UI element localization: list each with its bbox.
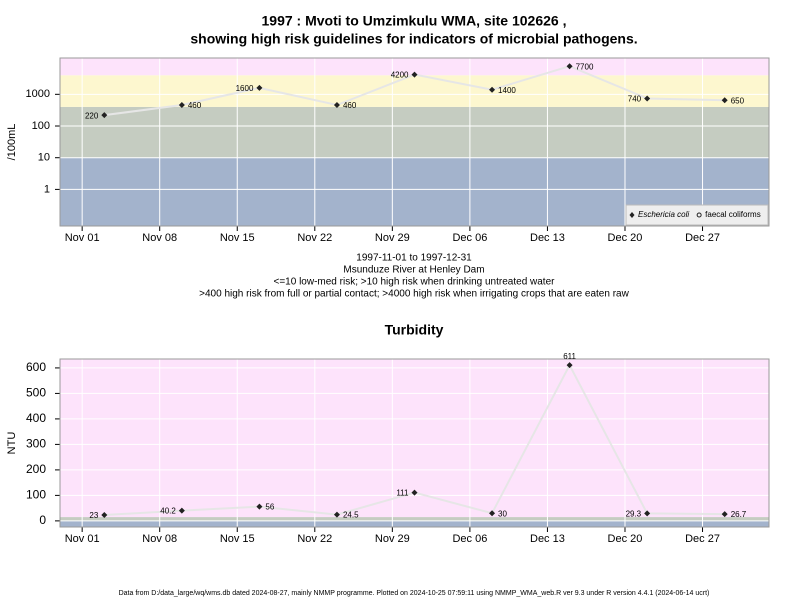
data-label: 1600	[236, 84, 254, 93]
y-tick-label: 100	[26, 488, 46, 502]
x-tick-label: Dec 06	[452, 533, 487, 545]
x-tick-label: Nov 08	[142, 533, 177, 545]
point	[489, 86, 496, 93]
point	[256, 84, 263, 91]
x-tick-label: Nov 22	[297, 232, 332, 244]
point	[101, 112, 108, 119]
x-tick-label: Dec 20	[608, 533, 643, 545]
data-label: 111	[396, 489, 409, 498]
data-label: 650	[731, 96, 745, 105]
data-label: 29.3	[626, 510, 642, 519]
legend-label: Eschericia coli	[638, 210, 689, 219]
x-tick-label: Nov 01	[65, 533, 100, 545]
risk-band	[60, 75, 769, 107]
plot-frame	[59, 358, 770, 528]
data-label: 23	[89, 511, 98, 520]
point	[644, 95, 651, 102]
data-label: 26.7	[731, 510, 747, 519]
y-axis-label: NTU	[6, 432, 18, 455]
point	[178, 102, 185, 109]
legend-marker	[696, 212, 702, 218]
x-tick-label: Dec 27	[685, 533, 720, 545]
data-label: 7700	[576, 62, 594, 71]
caption: Msunduze River at Henley Dam	[343, 265, 484, 276]
y-tick-label: 10	[38, 152, 50, 164]
x-tick-label: Dec 06	[452, 232, 487, 244]
y-tick-label: 1000	[26, 88, 50, 100]
chart-title: 1997 : Mvoti to Umzimkulu WMA, site 1026…	[262, 13, 567, 29]
data-label: 1400	[498, 86, 516, 95]
point	[333, 511, 340, 518]
data-label: 220	[85, 111, 99, 120]
data-label: 24.5	[343, 511, 359, 520]
y-axis-label: /100mL	[6, 124, 18, 161]
legend-label: faecal coliforms	[705, 210, 761, 219]
chart-title: Turbidity	[385, 322, 444, 338]
data-label: 460	[188, 101, 202, 110]
point	[333, 102, 340, 109]
point	[101, 512, 108, 519]
point	[644, 510, 651, 517]
data-label: 4200	[391, 71, 409, 80]
point	[566, 362, 573, 369]
x-tick-label: Nov 22	[297, 533, 332, 545]
data-label: 30	[498, 509, 507, 518]
point	[566, 63, 573, 70]
y-tick-label: 500	[26, 386, 46, 400]
x-tick-label: Nov 29	[375, 533, 410, 545]
risk-band	[60, 520, 769, 527]
caption: 1997-11-01 to 1997-12-31	[356, 253, 472, 264]
point	[489, 510, 496, 517]
x-tick-label: Nov 01	[65, 232, 100, 244]
chart-title: showing high risk guidelines for indicat…	[190, 31, 637, 47]
y-tick-label: 200	[26, 462, 46, 476]
y-tick-label: 300	[26, 437, 46, 451]
point	[411, 489, 418, 496]
point	[411, 71, 418, 78]
caption: <=10 low-med risk; >10 high risk when dr…	[274, 277, 556, 288]
y-tick-label: 600	[26, 360, 46, 374]
point	[178, 507, 185, 514]
x-tick-label: Nov 15	[220, 232, 255, 244]
x-tick-label: Nov 15	[220, 533, 255, 545]
data-label: 40.2	[160, 507, 176, 516]
x-tick-label: Dec 20	[608, 232, 643, 244]
data-label: 611	[563, 352, 576, 361]
x-tick-label: Nov 29	[375, 232, 410, 244]
point	[721, 97, 728, 104]
y-tick-label: 1	[44, 183, 50, 195]
data-label: 740	[628, 95, 642, 104]
y-tick-label: 0	[39, 513, 46, 527]
data-label: 460	[343, 101, 357, 110]
caption: >400 high risk from full or partial cont…	[199, 289, 629, 300]
risk-band	[60, 517, 769, 521]
x-tick-label: Dec 13	[530, 232, 565, 244]
plot-frame	[59, 57, 770, 227]
x-tick-label: Dec 27	[685, 232, 720, 244]
x-tick-label: Dec 13	[530, 533, 565, 545]
y-tick-label: 100	[32, 120, 50, 132]
point	[256, 503, 263, 510]
data-label: 56	[265, 503, 274, 512]
legend-marker	[629, 212, 635, 218]
point	[721, 511, 728, 518]
x-tick-label: Nov 08	[142, 232, 177, 244]
y-tick-label: 400	[26, 411, 46, 425]
footer: Data from D:/data_large/wq/wms.db dated …	[119, 590, 710, 597]
risk-band	[60, 106, 769, 158]
